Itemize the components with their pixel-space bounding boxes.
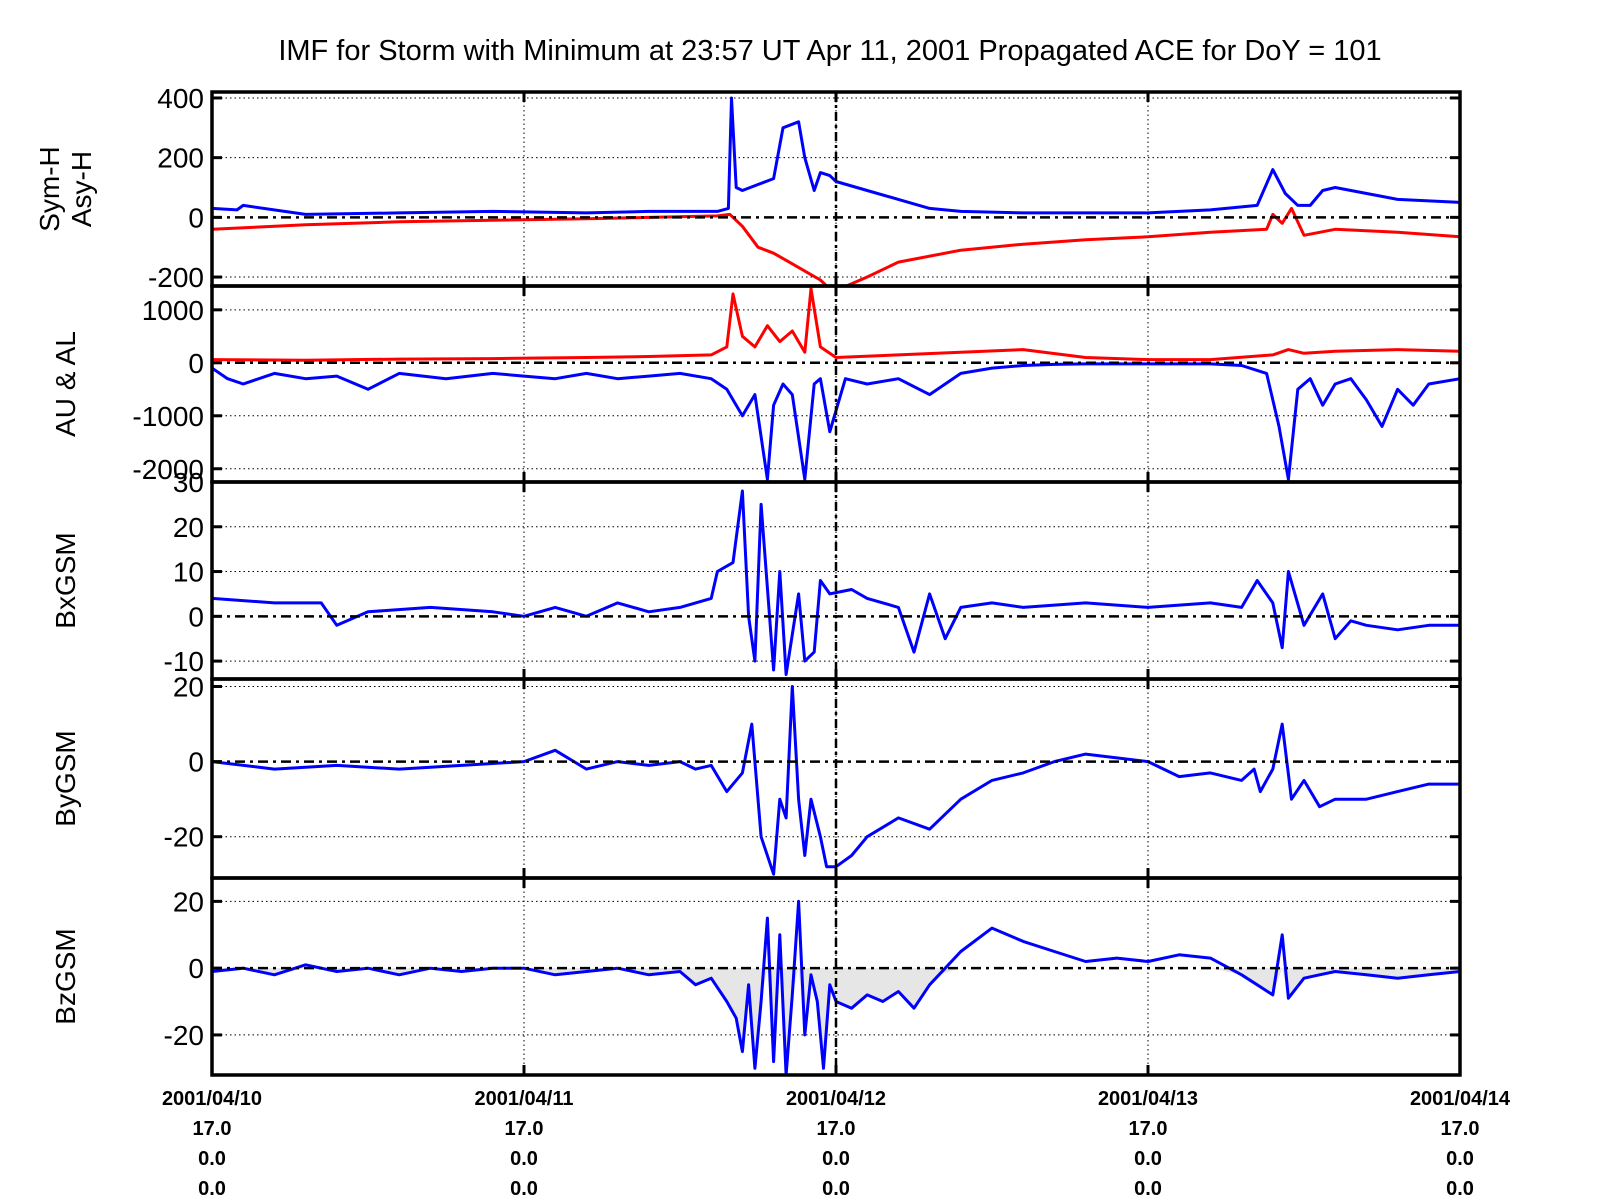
y-axis-label: BxGSM [50,532,81,628]
series-line-blue [212,899,1460,1075]
series-line-blue [212,362,1460,481]
x-tick-label: 17.0 [505,1118,544,1140]
x-tick-label: 0.0 [822,1178,850,1200]
x-tick-label: 0.0 [198,1148,226,1170]
x-tick-label: 2001/04/11 [475,1088,574,1110]
x-tick-label: 2001/04/14 [1410,1088,1511,1110]
panel-2: -10 0 10 20 30 BxGSM [50,467,1462,681]
y-tick-label: 10 [173,557,204,588]
series-line-red [212,206,1460,286]
y-tick-label: -10 [164,646,204,677]
y-tick-label: 400 [157,83,204,114]
series-line-blue [212,685,1460,876]
y-tick-label: -1000 [132,401,204,432]
y-tick-label: 0 [188,348,204,379]
y-tick-label: -20 [164,822,204,853]
x-tick-label: 17.0 [1129,1118,1168,1140]
negative-fill [212,968,1460,1075]
panel-frame [210,876,1462,1077]
panel-3: -20 0 20 ByGSM [50,672,1462,880]
y-tick-label: 0 [188,601,204,632]
y-tick-label: 20 [173,886,204,917]
x-tick-label: 0.0 [1446,1178,1474,1200]
y-tick-label: -20 [164,1020,204,1051]
panel-4: -20 0 20 BzGSM [50,876,1462,1077]
x-tick-label: 0.0 [1446,1148,1474,1170]
y-tick-label: 20 [173,512,204,543]
x-tick-label: 17.0 [193,1118,232,1140]
x-tick-label: 0.0 [510,1148,538,1170]
y-tick-label: -2000 [132,454,204,485]
x-tick-label: 17.0 [1441,1118,1480,1140]
x-tick-labels: 2001/04/10 17.0 0.0 0.0 2001/04/11 17.0 0.0 0.0… [162,1088,1511,1200]
x-tick-label: 2001/04/12 [786,1088,886,1110]
y-axis-label: Sym-H [34,146,65,232]
y-axis-label: BzGSM [50,928,81,1024]
y-tick-label: 1000 [142,295,204,326]
y-tick-label: -200 [148,262,204,293]
x-tick-label: 2001/04/10 [162,1088,262,1110]
x-tick-label: 2001/04/13 [1098,1088,1198,1110]
y-tick-label: 30 [173,467,204,498]
x-tick-label: 0.0 [510,1178,538,1200]
y-tick-label: 0 [188,747,204,778]
series-line-blue [212,96,1460,216]
panel-0: -200 0 200 400 Sym-H Asy-H [34,83,1462,293]
x-tick-label: 0.0 [822,1148,850,1170]
x-tick-label: 0.0 [198,1178,226,1200]
y-tick-label: 20 [173,672,204,703]
x-tick-label: 0.0 [1134,1178,1162,1200]
y-tick-label: 0 [188,202,204,233]
y-axis-label: ByGSM [50,730,81,826]
x-tick-label: 0.0 [1134,1148,1162,1170]
series-line-blue [212,489,1460,676]
x-tick-label: 17.0 [817,1118,856,1140]
chart-title: IMF for Storm with Minimum at 23:57 UT A… [278,35,1381,67]
y-axis-label: Asy-H [66,151,97,227]
series-line-red [212,287,1460,362]
y-tick-label: 0 [188,953,204,984]
y-axis-label: AU & AL [50,331,81,437]
panel-1: -2000 -1000 0 1000 AU & AL [50,284,1462,485]
y-tick-label: 200 [157,143,204,174]
